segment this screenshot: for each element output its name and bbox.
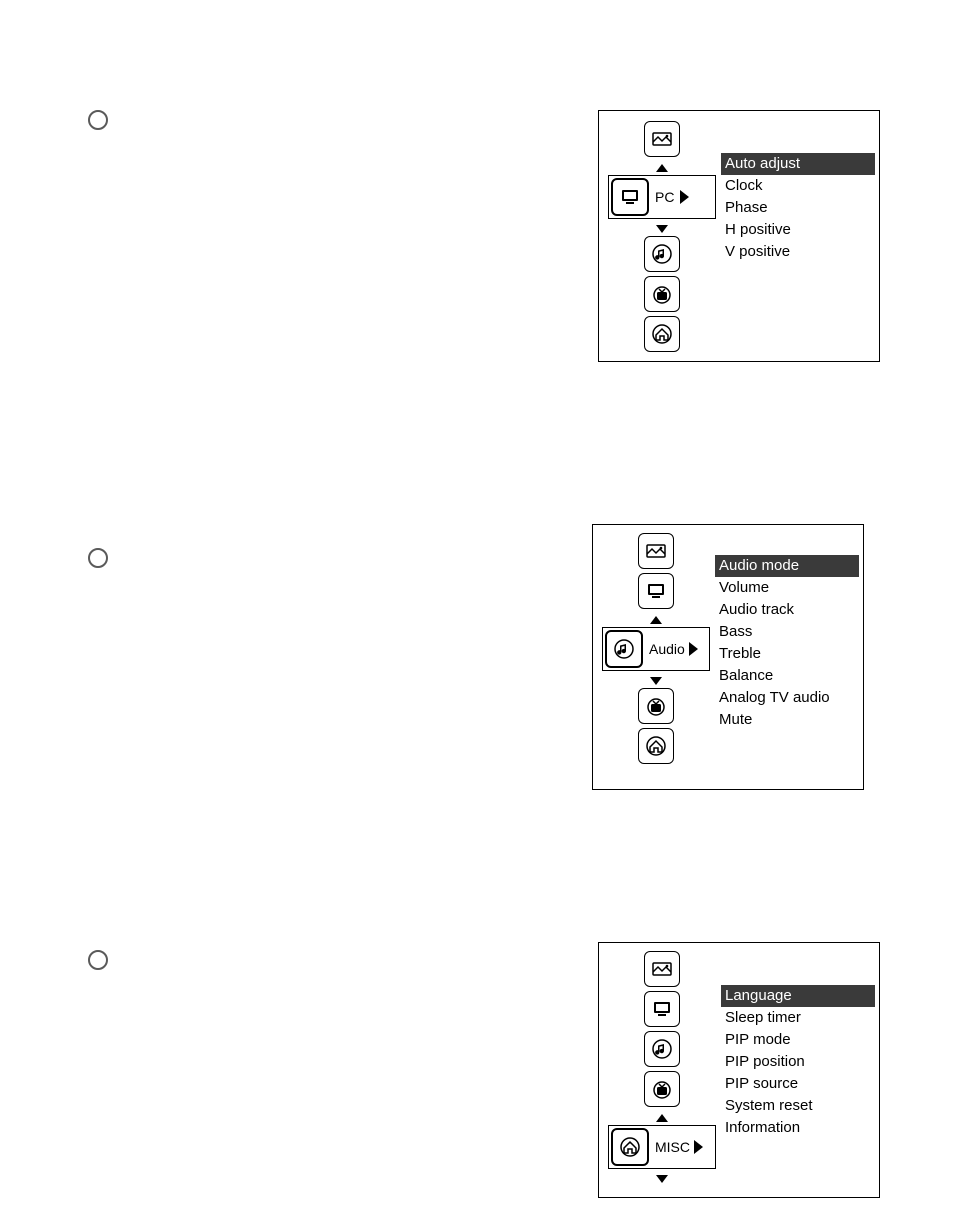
misc-selected-label: MISC (655, 1139, 690, 1155)
picture-icon[interactable] (644, 121, 680, 157)
audio-menu-list: Audio mode Volume Audio track Bass Trebl… (715, 555, 859, 731)
menu-item-pip-mode[interactable]: PIP mode (721, 1029, 875, 1051)
pc-menu-panel: PC Auto adjust Clock Phase H positive V … (598, 110, 880, 362)
misc-menu-panel: MISC Language Sleep timer PIP mode PIP p… (598, 942, 880, 1198)
audio-icon-column: Audio (601, 533, 711, 768)
arrow-down-icon (656, 225, 668, 233)
menu-item-treble[interactable]: Treble (715, 643, 859, 665)
picture-icon[interactable] (638, 533, 674, 569)
music-icon[interactable] (644, 1031, 680, 1067)
pc-selected-label: PC (655, 189, 674, 205)
picture-icon[interactable] (644, 951, 680, 987)
audio-selected-label: Audio (649, 641, 685, 657)
menu-item-audio-mode[interactable]: Audio mode (715, 555, 859, 577)
home-icon (611, 1128, 649, 1166)
menu-item-pip-position[interactable]: PIP position (721, 1051, 875, 1073)
misc-menu-list: Language Sleep timer PIP mode PIP positi… (721, 985, 875, 1139)
menu-item-clock[interactable]: Clock (721, 175, 875, 197)
pc-selected-row[interactable]: PC (608, 175, 716, 219)
arrow-up-icon (656, 1114, 668, 1122)
menu-item-phase[interactable]: Phase (721, 197, 875, 219)
misc-icon-column: MISC (607, 951, 717, 1186)
menu-item-audio-track[interactable]: Audio track (715, 599, 859, 621)
menu-item-v-positive[interactable]: V positive (721, 241, 875, 263)
pc-icon[interactable] (644, 991, 680, 1027)
bullet-marker (88, 950, 108, 970)
tv-icon[interactable] (644, 1071, 680, 1107)
misc-selected-row[interactable]: MISC (608, 1125, 716, 1169)
home-icon[interactable] (638, 728, 674, 764)
menu-item-sleep-timer[interactable]: Sleep timer (721, 1007, 875, 1029)
arrow-up-icon (656, 164, 668, 172)
menu-item-bass[interactable]: Bass (715, 621, 859, 643)
menu-item-pip-source[interactable]: PIP source (721, 1073, 875, 1095)
pc-menu-list: Auto adjust Clock Phase H positive V pos… (721, 153, 875, 263)
audio-menu-panel: Audio Audio mode Volume Audio track Bass… (592, 524, 864, 790)
tv-icon[interactable] (644, 276, 680, 312)
menu-item-volume[interactable]: Volume (715, 577, 859, 599)
pc-icon[interactable] (638, 573, 674, 609)
arrow-down-icon (656, 1175, 668, 1183)
audio-selected-row[interactable]: Audio (602, 627, 710, 671)
menu-item-language[interactable]: Language (721, 985, 875, 1007)
arrow-down-icon (650, 677, 662, 685)
pc-icon-column: PC (607, 121, 717, 356)
bullet-marker (88, 110, 108, 130)
arrow-right-icon (689, 642, 698, 656)
menu-item-system-reset[interactable]: System reset (721, 1095, 875, 1117)
menu-item-analog-tv-audio[interactable]: Analog TV audio (715, 687, 859, 709)
menu-item-information[interactable]: Information (721, 1117, 875, 1139)
menu-item-balance[interactable]: Balance (715, 665, 859, 687)
arrow-up-icon (650, 616, 662, 624)
menu-item-h-positive[interactable]: H positive (721, 219, 875, 241)
arrow-right-icon (680, 190, 689, 204)
menu-item-auto-adjust[interactable]: Auto adjust (721, 153, 875, 175)
music-icon[interactable] (644, 236, 680, 272)
pc-icon (611, 178, 649, 216)
bullet-marker (88, 548, 108, 568)
menu-item-mute[interactable]: Mute (715, 709, 859, 731)
music-icon (605, 630, 643, 668)
arrow-right-icon (694, 1140, 703, 1154)
home-icon[interactable] (644, 316, 680, 352)
tv-icon[interactable] (638, 688, 674, 724)
